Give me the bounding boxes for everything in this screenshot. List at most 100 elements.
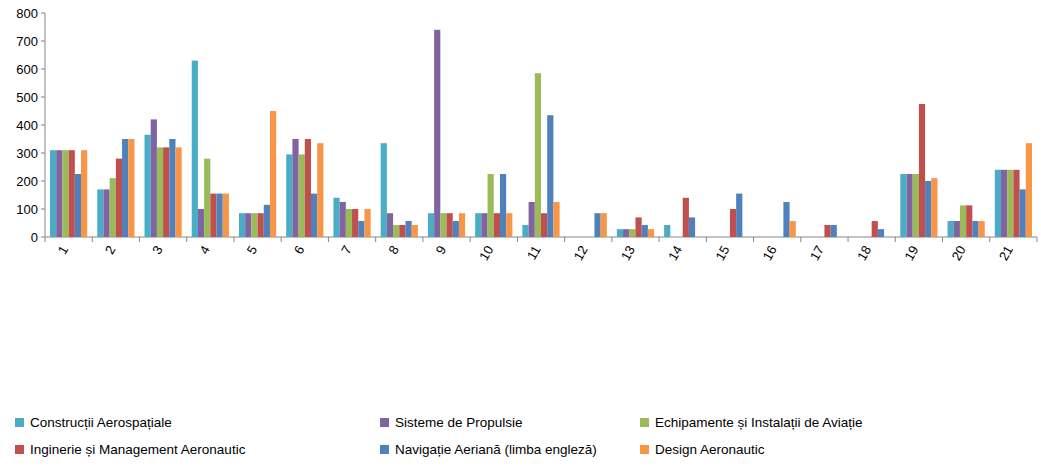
bar (689, 217, 695, 237)
bar (506, 213, 512, 237)
y-tick (41, 237, 45, 238)
bar (948, 221, 954, 237)
bar (459, 213, 465, 237)
bar (128, 139, 134, 237)
x-tick-label: 14 (665, 243, 685, 263)
bar (440, 213, 446, 237)
bar (642, 225, 648, 237)
x-tick-label: 20 (949, 243, 969, 263)
bar (122, 139, 128, 237)
y-tick-label: 700 (16, 34, 38, 49)
bar (522, 225, 528, 237)
x-tick (942, 237, 943, 242)
bar (677, 237, 683, 238)
bar (648, 229, 654, 237)
y-tick-label: 300 (16, 146, 38, 161)
y-tick-label: 0 (31, 230, 38, 245)
bar (925, 181, 931, 237)
bar (270, 111, 276, 237)
bar (434, 30, 440, 237)
legend-label: Design Aeronautic (655, 442, 765, 457)
bar (358, 221, 364, 237)
bar (399, 225, 405, 237)
x-tick-label: 7 (338, 243, 355, 257)
bar (292, 139, 298, 237)
bar (305, 139, 311, 237)
y-tick (41, 97, 45, 98)
bar (553, 202, 559, 237)
y-tick-label: 500 (16, 90, 38, 105)
x-tick (895, 237, 896, 242)
bar (333, 198, 339, 237)
bar (954, 221, 960, 237)
bar (299, 154, 305, 237)
y-tick (41, 69, 45, 70)
bar (151, 119, 157, 237)
y-tick (41, 125, 45, 126)
x-tick-label: 13 (618, 243, 638, 263)
bar (62, 150, 68, 237)
legend-label: Sisteme de Propulsie (395, 415, 523, 430)
bar (765, 237, 771, 238)
bar (718, 237, 724, 238)
bar (576, 237, 582, 238)
bar (56, 150, 62, 237)
legend-label: Echipamente și Instalații de Aviație (655, 415, 863, 430)
bar (340, 202, 346, 237)
bar (116, 159, 122, 237)
bar (730, 209, 736, 237)
bar (818, 237, 824, 238)
bar (884, 237, 890, 238)
legend-label: Inginerie și Management Aeronautic (30, 442, 246, 457)
y-tick (41, 41, 45, 42)
y-tick (41, 153, 45, 154)
bar (919, 104, 925, 237)
bar (286, 154, 292, 237)
x-tick (45, 237, 46, 242)
bar (913, 174, 919, 237)
x-tick (233, 237, 234, 242)
x-tick-label: 8 (385, 243, 402, 257)
bar (75, 174, 81, 237)
y-axis (45, 13, 46, 237)
x-tick-label: 3 (149, 243, 166, 257)
y-tick-label: 600 (16, 62, 38, 77)
bar (771, 237, 777, 238)
bar (831, 225, 837, 237)
x-tick-label: 9 (433, 243, 450, 257)
x-tick (564, 237, 565, 242)
x-tick-label: 10 (476, 243, 496, 263)
bar (790, 221, 796, 237)
bar (317, 143, 323, 237)
y-tick-label: 800 (16, 6, 38, 21)
bar (872, 221, 878, 237)
bar (865, 237, 871, 238)
bar (405, 221, 411, 237)
bar (97, 189, 103, 237)
x-tick (281, 237, 282, 242)
bar (50, 150, 56, 237)
x-tick-label: 5 (244, 243, 261, 257)
bar (412, 225, 418, 237)
bar (453, 221, 459, 237)
bar (777, 237, 783, 238)
bar (588, 237, 594, 238)
bars (50, 30, 1032, 237)
bar (711, 237, 717, 238)
bar (1026, 143, 1032, 237)
bar (547, 115, 553, 237)
x-tick (92, 237, 93, 242)
bar (475, 213, 481, 237)
x-tick (375, 237, 376, 242)
bar (623, 229, 629, 237)
x-tick-label: 21 (996, 243, 1016, 263)
y-tick (41, 13, 45, 14)
bar (601, 213, 607, 237)
bar (824, 225, 830, 237)
bar (264, 205, 270, 237)
bar (157, 147, 163, 237)
x-tick-label: 12 (571, 243, 591, 263)
bar (239, 213, 245, 237)
bar (966, 205, 972, 237)
chart: 0100200300400500600700800123456789101112… (0, 0, 1041, 470)
